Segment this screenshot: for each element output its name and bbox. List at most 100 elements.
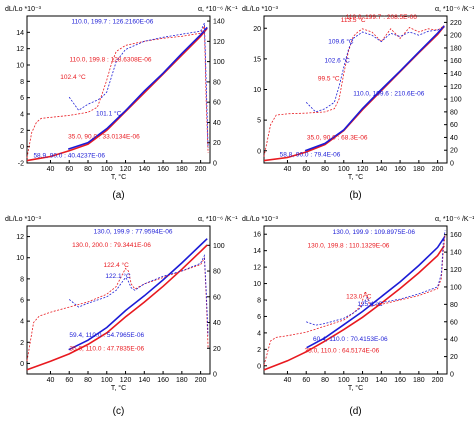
annotation-label: 130.0, 200.0 : 79.3441E-06 bbox=[72, 242, 151, 249]
annotation-label: 122.1 °C bbox=[105, 272, 131, 280]
dl-curve-blue bbox=[306, 237, 445, 349]
y-left-tick-label: 8 bbox=[257, 298, 261, 305]
annotation-label: 130.0, 199.9 : 109.8975E-06 bbox=[333, 229, 416, 236]
x-tick-label: 40 bbox=[284, 166, 292, 173]
y-right-tick-label: 120 bbox=[450, 267, 462, 274]
x-axis-label: T, °C bbox=[348, 384, 363, 392]
annotation-label: 35.0, 110.0 : 47.7835E-06 bbox=[69, 346, 144, 353]
y-right-tick-label: 220 bbox=[450, 20, 462, 27]
y-right-axis-label: α, *10⁻⁶ /K⁻¹ bbox=[198, 216, 238, 223]
y-left-tick-label: 10 bbox=[16, 63, 24, 70]
annotation-label: 35.0, 110.0 : 64.5174E-06 bbox=[305, 348, 380, 355]
y-left-tick-label: 14 bbox=[16, 30, 24, 37]
y-left-tick-label: 10 bbox=[253, 87, 261, 94]
y-left-tick-label: 6 bbox=[20, 95, 24, 102]
y-right-tick-label: 160 bbox=[450, 232, 462, 239]
annotation-label: 110.0, 199.7 : 208.5E-06 bbox=[346, 14, 417, 21]
y-right-tick-label: 100 bbox=[450, 284, 462, 291]
y-left-tick-label: 0 bbox=[257, 363, 261, 370]
y-right-tick-label: 60 bbox=[450, 122, 458, 129]
dl-curve-red bbox=[263, 245, 445, 371]
x-tick-label: 100 bbox=[101, 166, 113, 173]
annotation-label: 130.0, 199.8 : 110.1329E-06 bbox=[308, 242, 390, 249]
y-left-tick-label: 0 bbox=[20, 144, 24, 151]
y-left-tick-label: 4 bbox=[20, 112, 24, 119]
y-right-tick-label: 60 bbox=[213, 294, 221, 301]
x-tick-label: 120 bbox=[120, 377, 132, 384]
y-right-tick-label: 60 bbox=[213, 100, 221, 107]
dl-curve-blue bbox=[68, 238, 208, 351]
y-left-tick-label: 12 bbox=[253, 265, 261, 272]
x-tick-label: 80 bbox=[84, 377, 92, 384]
y-right-tick-label: 140 bbox=[450, 250, 462, 257]
y-right-tick-label: 20 bbox=[450, 148, 458, 155]
annotation-label: 102.6 °C bbox=[325, 57, 351, 65]
y-left-tick-label: 2 bbox=[20, 340, 24, 347]
y-right-tick-label: 100 bbox=[450, 97, 462, 104]
y-right-tick-label: 100 bbox=[213, 243, 225, 250]
y-right-tick-label: 120 bbox=[213, 39, 225, 46]
x-tick-label: 140 bbox=[138, 377, 150, 384]
x-axis-label: T, °C bbox=[111, 384, 126, 392]
y-right-axis-label: α, *10⁻⁶ /K⁻¹ bbox=[198, 6, 238, 13]
x-tick-label: 160 bbox=[394, 166, 406, 173]
x-tick-label: 60 bbox=[65, 166, 73, 173]
x-tick-label: 160 bbox=[157, 377, 169, 384]
y-right-tick-label: 120 bbox=[450, 84, 462, 91]
y-right-tick-label: 80 bbox=[450, 109, 458, 116]
y-right-tick-label: 20 bbox=[213, 140, 221, 147]
y-left-tick-label: 10 bbox=[16, 255, 24, 262]
x-tick-label: 100 bbox=[338, 166, 350, 173]
x-tick-label: 140 bbox=[375, 377, 387, 384]
x-tick-label: 40 bbox=[47, 377, 55, 384]
chart-panel-b: 40 60 80 100 120 140 160 180 2000510152002040608… bbox=[242, 6, 474, 201]
annotation-label: 35.0, 90.0 : 33.0134E-06 bbox=[68, 134, 140, 141]
dl-curve-red bbox=[26, 27, 208, 162]
y-left-axis-label: dL/Lo *10⁻³ bbox=[242, 6, 279, 13]
annotation-label: 109.6 °C bbox=[328, 38, 354, 46]
x-tick-label: 180 bbox=[176, 377, 188, 384]
x-tick-label: 60 bbox=[302, 377, 310, 384]
y-left-tick-label: 0 bbox=[257, 148, 261, 155]
x-tick-label: 80 bbox=[321, 166, 329, 173]
x-tick-label: 140 bbox=[375, 166, 387, 173]
y-right-tick-label: 40 bbox=[450, 337, 458, 344]
y-left-tick-label: 14 bbox=[253, 248, 261, 255]
y-right-tick-label: 140 bbox=[450, 71, 462, 78]
y-left-axis-label: dL/Lo *10⁻³ bbox=[5, 216, 42, 223]
annotation-label: 110.0, 199.6 : 210.6E-06 bbox=[353, 91, 424, 98]
x-tick-label: 200 bbox=[432, 166, 444, 173]
x-tick-label: 100 bbox=[101, 377, 113, 384]
y-left-tick-label: 6 bbox=[20, 298, 24, 305]
x-tick-label: 180 bbox=[413, 166, 425, 173]
x-axis-label: T, °C bbox=[111, 173, 126, 181]
chart-panel-a: 40 60 80 100 120 140 160 180 200-202468101214020… bbox=[5, 6, 238, 201]
annotation-label: 110.0, 199.8 : 128.6308E-06 bbox=[70, 57, 152, 64]
y-left-tick-label: 8 bbox=[20, 79, 24, 86]
alpha-curve-blue bbox=[306, 230, 446, 326]
y-right-tick-label: 80 bbox=[213, 79, 221, 86]
x-tick-label: 120 bbox=[120, 166, 132, 173]
y-left-tick-label: 6 bbox=[257, 314, 261, 321]
y-right-axis-label: α, *10⁻⁶ /K⁻¹ bbox=[435, 216, 474, 223]
x-tick-label: 200 bbox=[432, 377, 444, 384]
chart-panel-c: 40 60 80 100 120 140 160 180 2000246810120204060… bbox=[5, 216, 238, 417]
annotation-label: 99.5 °C bbox=[318, 74, 340, 82]
x-tick-label: 40 bbox=[47, 166, 55, 173]
annotation-label: 125.4 °C bbox=[357, 300, 383, 308]
x-tick-label: 80 bbox=[84, 166, 92, 173]
annotation-label: 101.1 °C bbox=[96, 110, 122, 118]
y-right-tick-label: 40 bbox=[213, 320, 221, 327]
panel-label: (b) bbox=[349, 190, 361, 201]
x-tick-label: 100 bbox=[338, 377, 350, 384]
alpha-curve-red bbox=[263, 25, 445, 157]
y-right-tick-label: 0 bbox=[450, 372, 454, 379]
y-right-tick-label: 0 bbox=[450, 161, 454, 168]
y-right-tick-label: 0 bbox=[213, 161, 217, 168]
x-tick-label: 180 bbox=[413, 377, 425, 384]
y-right-tick-label: 20 bbox=[213, 346, 221, 353]
y-right-tick-label: 80 bbox=[450, 302, 458, 309]
x-tick-label: 40 bbox=[284, 377, 292, 384]
y-left-tick-label: 2 bbox=[257, 347, 261, 354]
y-right-tick-label: 200 bbox=[450, 33, 462, 40]
